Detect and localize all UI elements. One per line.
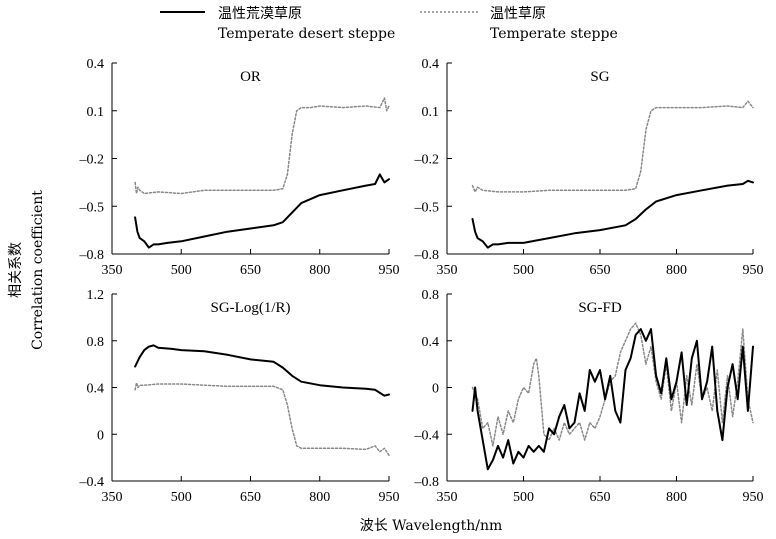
panel-title: SG — [590, 69, 609, 85]
x-tick-label: 350 — [102, 490, 123, 505]
x-tick-label: 650 — [590, 263, 611, 278]
legend: 温性荒漠草原 Temperate desert steppe 温性草原 Temp… — [160, 6, 618, 42]
series-line-temperate-steppe — [471, 322, 754, 447]
x-tick-label: 800 — [666, 263, 687, 278]
series-line-desert-steppe — [471, 328, 754, 471]
series-line-desert-steppe — [471, 179, 754, 249]
x-tick-label: 500 — [513, 490, 534, 505]
legend-label-cn-temperate-steppe: 温性草原 — [490, 6, 546, 22]
y-tick-label: –0.5 — [414, 200, 440, 215]
x-tick-label: 350 — [102, 263, 123, 278]
y-tick-label: 0.4 — [87, 382, 105, 397]
x-axis-label: 波长 Wavelength/nm — [360, 518, 503, 534]
x-tick-label: 650 — [240, 263, 261, 278]
legend-label-en-desert-steppe: Temperate desert steppe — [218, 26, 395, 42]
y-tick-label: 0.8 — [87, 335, 105, 350]
x-tick-label: 500 — [513, 263, 534, 278]
y-tick-label: 0.1 — [422, 105, 440, 120]
panel-title: SG-FD — [578, 300, 622, 316]
y-tick-label: –0.2 — [79, 153, 105, 168]
y-tick-label: 0.4 — [422, 335, 440, 350]
series-line-temperate-steppe — [134, 97, 390, 195]
x-tick-label: 650 — [590, 490, 611, 505]
x-tick-label: 500 — [171, 263, 192, 278]
y-axis-label-en: Correlation coefficient — [30, 190, 46, 350]
series-line-temperate-steppe — [134, 382, 390, 457]
legend-label-en-temperate-steppe: Temperate steppe — [490, 26, 618, 42]
series-line-desert-steppe — [134, 344, 390, 397]
y-axis-label-cn: 相关系数 — [8, 242, 24, 298]
y-tick-label: –0.8 — [414, 475, 440, 490]
y-tick-label: 0.8 — [422, 288, 440, 303]
y-tick-label: –0.5 — [79, 200, 105, 215]
y-tick-label: –0.8 — [79, 248, 105, 263]
y-tick-label: –0.2 — [414, 153, 440, 168]
y-tick-label: –0.4 — [79, 475, 105, 490]
x-tick-label: 500 — [171, 490, 192, 505]
y-axis-label-group: 相关系数 Correlation coefficient — [8, 190, 46, 350]
y-tick-label: 0.1 — [87, 105, 105, 120]
y-tick-label: –0.4 — [414, 428, 440, 443]
panel-title: OR — [240, 69, 261, 85]
y-tick-label: 0 — [97, 428, 104, 443]
series-line-desert-steppe — [134, 173, 390, 249]
series-line-temperate-steppe — [471, 100, 754, 193]
legend-label-cn-desert-steppe: 温性荒漠草原 — [218, 6, 302, 22]
x-tick-label: 800 — [666, 490, 687, 505]
y-tick-label: –0.8 — [414, 248, 440, 263]
y-tick-label: 0.4 — [422, 57, 440, 72]
x-tick-label: 650 — [240, 490, 261, 505]
x-tick-label: 950 — [379, 263, 400, 278]
x-tick-label: 800 — [309, 490, 330, 505]
x-tick-label: 800 — [309, 263, 330, 278]
y-tick-label: 0 — [432, 382, 439, 397]
x-tick-label: 950 — [743, 490, 764, 505]
y-tick-label: 0.4 — [87, 57, 105, 72]
panel-title: SG-Log(1/R) — [211, 300, 291, 316]
y-tick-label: 1.2 — [87, 288, 105, 303]
x-tick-label: 950 — [743, 263, 764, 278]
x-tick-label: 350 — [437, 263, 458, 278]
x-tick-label: 350 — [437, 490, 458, 505]
x-tick-label: 950 — [379, 490, 400, 505]
